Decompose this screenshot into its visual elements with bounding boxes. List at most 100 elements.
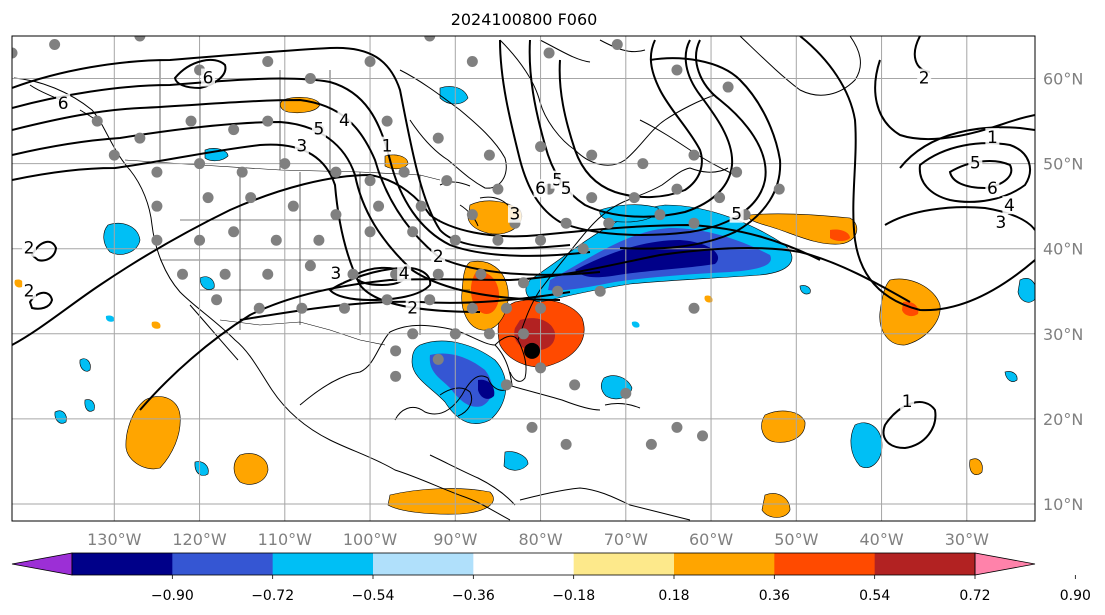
observation-point — [364, 226, 376, 238]
negative-anomaly-shading — [850, 422, 883, 468]
observation-point — [304, 260, 316, 272]
observation-point — [151, 200, 163, 212]
latitude-tick-label: 40°N — [1043, 240, 1083, 259]
observation-point — [381, 294, 393, 306]
negative-anomaly-shading — [799, 285, 811, 295]
hispaniola-outline — [604, 403, 641, 409]
observation-point — [185, 115, 197, 127]
colorbar-tick-label: 0.90 — [1060, 588, 1091, 604]
contour-line — [328, 266, 432, 302]
hurricane-center — [524, 342, 541, 359]
contour-label-bg — [22, 281, 37, 300]
observation-point — [415, 200, 427, 212]
contour-line — [528, 39, 734, 218]
observation-point — [535, 302, 547, 314]
longitude-tick-label: 120°W — [172, 530, 227, 549]
observation-point — [466, 302, 478, 314]
latitude-tick-label: 30°N — [1043, 325, 1083, 344]
observation-point — [228, 124, 240, 136]
contour-line — [899, 126, 1035, 169]
longitude-tick-label: 80°W — [518, 530, 562, 549]
negative-anomaly-shading — [84, 399, 95, 412]
longitude-tick-label: 110°W — [258, 530, 313, 549]
contour-label: 6 — [987, 179, 998, 199]
observation-point — [441, 175, 453, 187]
south-america-outline — [519, 487, 691, 521]
colorbar-extend-low — [11, 552, 73, 576]
contour-label: 4 — [339, 111, 350, 131]
negative-anomaly-shading — [54, 410, 67, 424]
longitude-tick-label: 70°W — [604, 530, 648, 549]
longitude-tick-label: 50°W — [774, 530, 818, 549]
observation-point — [330, 209, 342, 221]
contour-label: 2 — [24, 281, 35, 301]
positive-anomaly-shading — [125, 396, 181, 470]
observation-point — [688, 302, 700, 314]
observation-point — [177, 268, 188, 280]
negative-anomaly-shading — [194, 461, 209, 476]
colorbar-segment — [774, 553, 876, 575]
observation-point — [654, 209, 666, 221]
observation-point — [390, 345, 402, 357]
baja-california-outline — [189, 304, 239, 361]
observation-point — [671, 183, 683, 195]
observation-point — [697, 430, 709, 442]
observation-point — [202, 192, 214, 204]
contour-label: 6 — [203, 69, 214, 89]
longitude-labels: 130°W 120°W 110°W 100°W 90°W 80°W 70°W 60°W 50°W… — [87, 530, 989, 549]
observation-point — [449, 234, 461, 246]
observation-point — [535, 234, 547, 246]
observation-point — [586, 149, 598, 161]
map-frame — [11, 35, 1036, 522]
observation-point — [688, 149, 700, 161]
colorbar-tick-label: −0.90 — [151, 588, 194, 604]
observation-point — [407, 226, 419, 238]
observation-point — [304, 73, 316, 85]
observation-point — [253, 302, 265, 314]
hudson-bay-outline — [399, 69, 507, 189]
observation-point — [296, 302, 308, 314]
contour-line — [139, 247, 911, 411]
latitude-tick-label: 60°N — [1043, 70, 1083, 89]
hurricane-marker — [524, 342, 541, 359]
central-america-outline — [429, 454, 516, 506]
observation-point — [245, 192, 257, 204]
contour-line — [12, 120, 561, 301]
contour-label: 4 — [1004, 196, 1015, 216]
observation-point — [330, 166, 342, 178]
contour-label: 5 — [970, 154, 981, 174]
observation-point — [287, 200, 299, 212]
colorbar-segment — [674, 553, 775, 575]
positive-anomaly-shading — [969, 458, 983, 475]
canadian-arctic-islands-outline — [539, 39, 646, 63]
contour-line — [619, 57, 782, 250]
colorbar-segment — [473, 553, 575, 575]
observation-point — [603, 217, 615, 229]
observation-point — [637, 158, 649, 170]
contour-label-bg — [507, 204, 522, 223]
florida-outline — [494, 335, 527, 382]
gulf-of-mexico-coast — [299, 324, 513, 421]
colorbar-segment — [573, 553, 675, 575]
observation-point — [518, 277, 529, 289]
contour-label-bg — [397, 264, 412, 283]
observation-point — [364, 56, 376, 68]
colorbar-tick-label: −0.36 — [452, 588, 495, 604]
contour-label: 6 — [535, 179, 546, 199]
contour-label: 5 — [731, 205, 742, 225]
north-america-west-coast — [13, 77, 511, 521]
colorbar-tick-label: 0.72 — [959, 588, 990, 604]
observation-point — [407, 328, 419, 340]
positive-anomaly-shading — [470, 271, 500, 314]
observation-point — [475, 268, 487, 280]
contour-line — [799, 36, 1035, 312]
observation-point — [611, 39, 623, 51]
contour-label-bg — [328, 264, 343, 283]
observation-point — [194, 234, 206, 246]
contour-label: 2 — [433, 247, 444, 267]
contour-label-bg — [1002, 196, 1017, 215]
contour-label: 2 — [407, 298, 418, 318]
contour-label-bg — [337, 111, 352, 130]
